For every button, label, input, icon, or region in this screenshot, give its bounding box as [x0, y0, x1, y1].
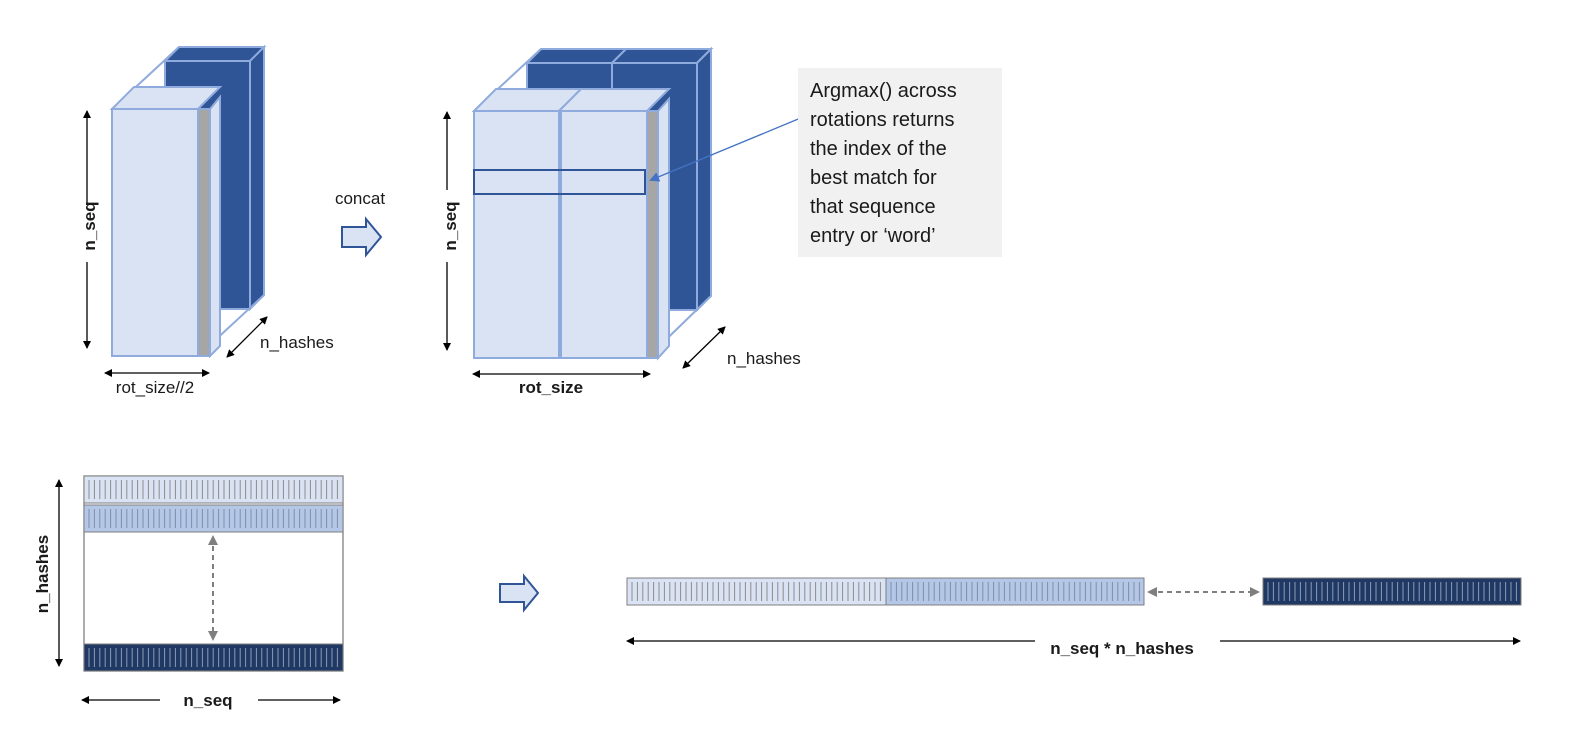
n-seq-label-bottom: n_seq	[183, 691, 232, 710]
concat-label: concat	[335, 189, 385, 208]
concatenated-tensor	[471, 46, 714, 361]
rot-size-label: rot_size	[519, 378, 583, 397]
n-hashes-label-right: n_hashes	[727, 349, 801, 368]
left-dimension-arrows	[83, 110, 268, 377]
annotation-pointer-arrow	[649, 109, 821, 182]
n-hashes-label-bottom: n_hashes	[33, 535, 52, 613]
flat-segment-2-ticks	[890, 582, 1140, 601]
argmax-annotation-text: Argmax() across rotations returns the in…	[810, 80, 957, 247]
concat-arrow-icon	[341, 216, 383, 258]
highlighted-sequence-row	[473, 169, 646, 195]
n-seq-label-right: n_seq	[441, 201, 460, 250]
n-hashes-arrow-right	[682, 326, 726, 369]
flattened-sequence	[626, 577, 1522, 606]
flatten-arrow-icon	[499, 573, 540, 613]
hash-row-1-ticks	[88, 480, 338, 499]
n-hashes-arrow-left	[226, 316, 268, 358]
right-dimension-arrows	[443, 111, 726, 378]
front-light-slab	[109, 86, 223, 359]
front-light-slabs	[471, 88, 672, 361]
hash-row-last-ticks	[88, 648, 338, 667]
n-seq-times-n-hashes-label: n_seq * n_hashes	[1050, 639, 1194, 658]
left-tensor-stack	[109, 44, 267, 359]
argmax-annotation-box: Argmax() across rotations returns the in…	[798, 68, 1002, 257]
rot-size-half-label: rot_size//2	[116, 378, 194, 397]
n-hashes-label-left: n_hashes	[260, 333, 334, 352]
flat-segment-last-ticks	[1267, 582, 1517, 601]
flat-segment-1-ticks	[631, 582, 881, 601]
matrix-dimension-arrows	[55, 479, 341, 704]
n-seq-label-left: n_seq	[80, 201, 99, 250]
hash-row-2-ticks	[88, 509, 338, 528]
hash-bucket-matrix	[83, 475, 344, 672]
